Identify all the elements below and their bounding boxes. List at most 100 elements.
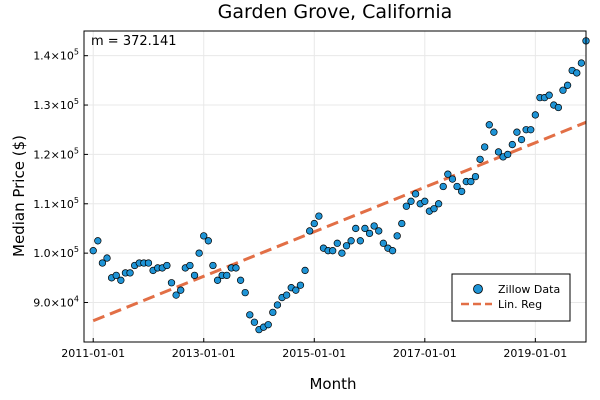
data-point [172, 291, 180, 299]
data-point [342, 242, 351, 250]
y-tick-label: 1.4×105 [33, 48, 79, 63]
data-point [370, 222, 378, 230]
data-point [213, 276, 222, 284]
data-point [517, 135, 526, 144]
axis-layer: 2011-01-01 2013-01-01 2015-01-01 2017-01-01… [33, 30, 587, 360]
data-point [375, 227, 383, 235]
data-point [241, 288, 249, 297]
data-point [200, 232, 208, 240]
data-point [453, 182, 461, 191]
data-point [98, 259, 107, 267]
data-point [126, 269, 134, 277]
legend: Zillow Data Lin. Reg [451, 273, 571, 322]
data-point [94, 237, 102, 245]
data-point [490, 128, 498, 136]
data-point [559, 86, 567, 94]
data-point [333, 239, 341, 247]
data-point [494, 148, 503, 156]
data-point [379, 239, 388, 247]
data-point [430, 205, 438, 213]
data-point [398, 219, 406, 228]
data-point [388, 247, 397, 255]
data-point [223, 271, 231, 280]
data-point [315, 212, 323, 220]
data-point [204, 237, 212, 245]
data-layer [89, 37, 590, 334]
y-tick-label: 9.0×104 [33, 295, 79, 310]
data-point [554, 103, 563, 112]
x-tick-label: 2019-01-01 [503, 347, 567, 360]
data-point [531, 111, 539, 119]
y-tick-label: 1.2×105 [33, 146, 79, 161]
legend-label-zillow-data: Zillow Data [498, 283, 560, 296]
plot-frame [83, 30, 587, 343]
data-point [467, 177, 475, 186]
data-point [338, 249, 346, 257]
data-point [411, 190, 420, 198]
slope-annotation: m = 372.141 [91, 34, 177, 49]
data-point [458, 187, 466, 196]
data-point [250, 318, 259, 326]
x-axis-label: Month [309, 375, 356, 393]
data-point [448, 175, 457, 183]
data-point [163, 261, 171, 270]
data-point [476, 155, 484, 163]
data-point [513, 128, 521, 136]
data-point [545, 91, 553, 99]
data-point [481, 143, 489, 151]
legend-label-lin-reg: Lin. Reg [498, 298, 542, 311]
data-point [329, 247, 337, 255]
data-point [269, 308, 277, 317]
data-point [282, 291, 291, 299]
data-point [301, 266, 309, 275]
data-point [273, 301, 282, 309]
y-tick-label: 1.3×105 [33, 97, 79, 112]
data-point [356, 237, 364, 245]
data-point [186, 261, 194, 270]
data-point [508, 140, 516, 149]
data-point [117, 276, 125, 284]
data-point [527, 126, 535, 134]
data-point [209, 261, 217, 270]
data-point [485, 121, 493, 129]
data-point [177, 286, 185, 294]
x-tick-label: 2011-01-01 [61, 347, 125, 360]
x-tick-label: 2017-01-01 [393, 347, 457, 360]
chart-title: Garden Grove, California [218, 1, 453, 23]
data-point [352, 224, 360, 233]
data-point [471, 172, 480, 181]
data-point [444, 170, 452, 178]
data-point [89, 247, 97, 255]
data-point [504, 150, 512, 159]
data-point [236, 276, 245, 284]
data-point [347, 237, 355, 245]
data-point [365, 229, 374, 238]
y-tick-label: 1.0×105 [33, 245, 79, 260]
data-point [393, 232, 401, 240]
data-point [190, 271, 199, 280]
data-point [361, 224, 369, 233]
data-point [573, 69, 581, 77]
legend-box [451, 273, 571, 322]
data-point [407, 197, 415, 205]
data-point [144, 259, 153, 267]
legend-marker-zillow-data [473, 284, 483, 294]
data-point [421, 197, 429, 205]
data-point [306, 227, 314, 235]
data-point [246, 311, 254, 319]
y-tick-label: 1.1×105 [33, 196, 79, 211]
data-point [310, 219, 318, 228]
data-point [195, 249, 203, 257]
x-tick-label: 2015-01-01 [282, 347, 346, 360]
data-point [112, 271, 120, 280]
data-point [434, 200, 443, 208]
data-point [103, 254, 111, 262]
data-point [563, 81, 572, 89]
data-point [292, 286, 300, 294]
data-point [264, 321, 272, 329]
y-axis-label: Median Price ($) [10, 135, 28, 257]
data-point [296, 281, 305, 289]
x-tick-label: 2013-01-01 [172, 347, 236, 360]
